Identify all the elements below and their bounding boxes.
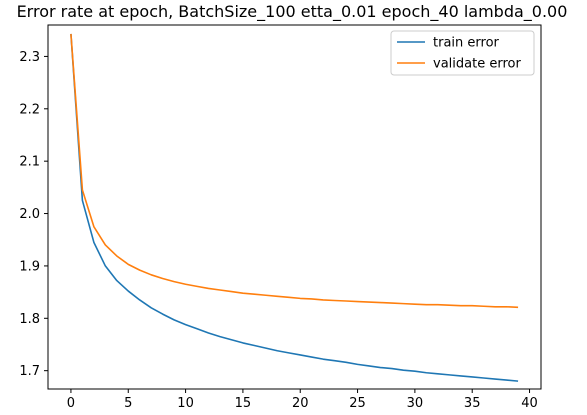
plot-frame xyxy=(47,24,542,390)
y-tick-label: 1.7 xyxy=(19,364,40,379)
series-line-train-error xyxy=(70,33,519,382)
x-tick-label: 35 xyxy=(464,396,481,411)
y-tick-label: 2.0 xyxy=(19,207,40,222)
y-tick-label: 2.1 xyxy=(19,155,40,170)
legend-label: train error xyxy=(433,36,500,51)
chart-title: Error rate at epoch, BatchSize_100 etta_… xyxy=(17,2,568,22)
x-tick-label: 5 xyxy=(124,396,132,411)
y-tick-label: 2.2 xyxy=(19,102,40,117)
y-axis: 1.7 1.8 1.9 2.0 2.1 2.2 2.3 xyxy=(19,50,48,379)
x-axis: 0 5 10 15 20 25 30 35 40 xyxy=(67,389,538,411)
x-tick-label: 20 xyxy=(292,396,309,411)
x-tick-label: 0 xyxy=(67,396,75,411)
x-tick-label: 15 xyxy=(235,396,252,411)
series-layer xyxy=(70,33,519,382)
y-tick-label: 1.8 xyxy=(19,312,40,327)
y-tick-label: 1.9 xyxy=(19,259,40,274)
x-tick-label: 30 xyxy=(407,396,424,411)
y-tick-label: 2.3 xyxy=(19,50,40,65)
x-tick-label: 25 xyxy=(349,396,366,411)
x-tick-label: 40 xyxy=(521,396,538,411)
x-tick-label: 10 xyxy=(177,396,194,411)
legend-label: validate error xyxy=(433,57,521,72)
legend: train error validate error xyxy=(390,30,535,76)
series-line-validate-error xyxy=(70,33,519,309)
plot-area xyxy=(47,24,542,390)
legend-box xyxy=(390,30,535,76)
